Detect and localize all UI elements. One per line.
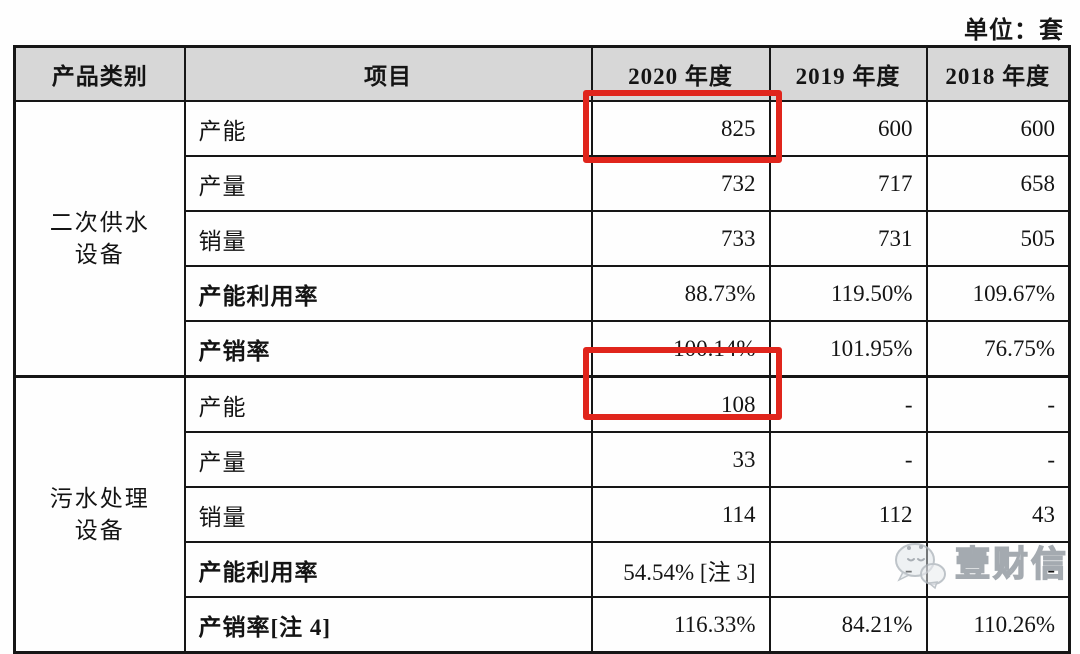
item-cell: 产销率[注 4] [183, 596, 593, 654]
table-header-row: 产品类别 项目 2020 年度 2019 年度 2018 年度 [13, 45, 1071, 102]
item-cell: 销量 [183, 210, 593, 267]
value-cell: - [768, 431, 928, 488]
header-year-2019: 2019 年度 [768, 45, 928, 102]
value-cell: 119.50% [768, 265, 928, 322]
value-cell: - [925, 431, 1071, 488]
value-cell: 76.75% [925, 320, 1071, 378]
header-year-2020: 2020 年度 [590, 45, 771, 102]
category-cell: 污水处理设备 [13, 375, 186, 654]
value-cell: 101.95% [768, 320, 928, 378]
item-cell: 产能利用率 [183, 541, 593, 598]
header-product-category: 产品类别 [13, 45, 186, 102]
table-row: 产能利用率 88.73% 119.50% 109.67% [15, 265, 1071, 322]
table-row: 二次供水设备 产能 825 600 600 [13, 100, 1071, 378]
value-cell: 717 [768, 155, 928, 212]
value-cell: 505 [925, 210, 1071, 267]
item-cell: 产量 [183, 155, 593, 212]
watermark-text: 壹财信 [954, 544, 1070, 584]
value-cell: 43 [925, 486, 1071, 543]
value-cell: 600 [925, 100, 1071, 157]
table-row: 产量 33- - [15, 431, 1071, 488]
value-cell: 110.26% [925, 596, 1071, 654]
table-row: 销量 733 731 505 [15, 210, 1071, 267]
value-cell: 109.67% [925, 265, 1071, 322]
value-cell: 33 [590, 431, 771, 488]
wechat-bubbles-icon [895, 543, 946, 590]
table-row: 销量 114 112 43 [15, 486, 1071, 543]
value-cell: 658 [925, 155, 1071, 212]
value-cell: 116.33% [590, 596, 771, 654]
value-cell: 114 [590, 486, 771, 543]
value-cell: 112 [768, 486, 928, 543]
value-cell: 54.54% [注 3] [590, 541, 771, 598]
value-cell: 731 [768, 210, 928, 267]
unit-label: 单位：套 [964, 18, 1064, 44]
value-cell: 88.73% [590, 265, 771, 322]
header-year-2018: 2018 年度 [925, 45, 1071, 102]
item-cell: 产能 [183, 100, 593, 157]
value-cell: 733 [590, 210, 771, 267]
header-item: 项目 [183, 45, 593, 102]
value-cell: 100.14% [590, 320, 771, 378]
value-cell: 600 [768, 100, 928, 157]
table-row: 污水处理设备 产能 108- - [13, 375, 1071, 654]
item-cell: 产能 [183, 375, 593, 433]
item-cell: 产量 [183, 431, 593, 488]
watermark: 壹财信 [891, 538, 1069, 590]
value-cell: 108 [590, 375, 771, 433]
value-cell: - [768, 375, 928, 433]
value-cell: 825 [590, 100, 771, 157]
table-row: 产量 732 717 658 [15, 155, 1071, 212]
value-cell: 732 [590, 155, 771, 212]
category-cell: 二次供水设备 [13, 100, 186, 378]
item-cell: 销量 [183, 486, 593, 543]
value-cell: - [925, 541, 1071, 598]
value-cell: 84.21% [768, 596, 928, 654]
value-cell: - [925, 375, 1071, 433]
item-cell: 产销率 [183, 320, 593, 378]
item-cell: 产能利用率 [183, 265, 593, 322]
